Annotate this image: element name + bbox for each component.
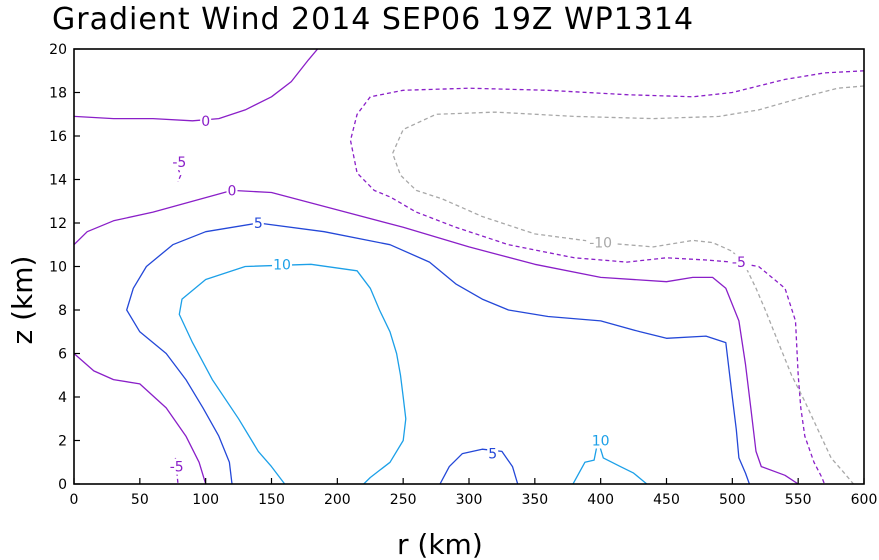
contour-label-4: -5 (170, 460, 184, 476)
contour-label-6: -10 (589, 236, 612, 252)
y-tick-label: 16 (49, 129, 67, 145)
x-tick-label: 50 (131, 492, 149, 508)
contour-label-bg (272, 256, 293, 273)
y-tick-label: 6 (58, 347, 67, 363)
contour-line-8 (439, 448, 519, 484)
contour-line-3 (74, 353, 207, 484)
contour-label-bg (226, 182, 238, 199)
y-tick-label: 2 (58, 434, 67, 450)
contour-lines (74, 49, 864, 484)
contour-label-bg (487, 445, 499, 462)
x-tick-label: 100 (192, 492, 219, 508)
contour-label-0: 0 (201, 114, 210, 130)
contour-line-6 (391, 85, 864, 484)
contour-line-9 (178, 263, 407, 484)
contour-label-7: 5 (254, 216, 263, 232)
contour-line-1 (177, 168, 182, 182)
contour-label-1: -5 (172, 155, 186, 171)
y-axis-label: z (km) (6, 256, 39, 345)
x-tick-label: 0 (70, 492, 79, 508)
contour-labels: 0 -5 0 -5 -5 -10 5 5 10 10 (166, 112, 749, 476)
contour-line-4 (174, 457, 179, 484)
contour-label-bg (728, 254, 749, 271)
y-tick-label: 0 (58, 477, 67, 493)
x-tick-label: 300 (456, 492, 483, 508)
contour-line-10 (572, 439, 648, 484)
contour-line-7 (126, 222, 751, 484)
y-tick-label: 20 (49, 42, 67, 58)
contour-label-bg (169, 154, 190, 171)
contour-line-2 (74, 189, 799, 484)
contour-label-bg (166, 458, 187, 475)
x-tick-label: 550 (785, 492, 812, 508)
y-tick-label: 18 (49, 86, 67, 102)
y-axis-ticks: 0 2 4 6 8 10 12 14 16 18 20 (49, 42, 80, 493)
y-tick-label: 12 (49, 216, 67, 232)
contour-label-2: 0 (228, 183, 237, 199)
y-tick-label: 14 (49, 173, 67, 189)
x-axis-ticks: 0 50 100 150 200 250 300 350 400 450 500 550 600 (70, 478, 878, 508)
contour-line-5 (349, 70, 864, 484)
contour-label-bg (252, 215, 264, 231)
y-tick-label: 10 (49, 260, 67, 276)
x-tick-label: 450 (653, 492, 680, 508)
contour-label-10: 10 (592, 434, 610, 450)
y-tick-label: 8 (58, 303, 67, 319)
x-tick-label: 350 (521, 492, 548, 508)
contour-label-bg (200, 112, 212, 129)
contour-label-9: 10 (273, 257, 291, 273)
chart-title: Gradient Wind 2014 SEP06 19Z WP1314 (52, 2, 694, 37)
x-tick-label: 600 (851, 492, 878, 508)
x-tick-label: 200 (324, 492, 351, 508)
contour-line-0 (74, 49, 319, 122)
contour-label-8: 5 (488, 447, 497, 463)
x-tick-label: 500 (719, 492, 746, 508)
y-tick-label: 4 (58, 390, 67, 406)
contour-label-bg (586, 234, 616, 251)
x-tick-label: 400 (587, 492, 614, 508)
contour-label-bg (590, 432, 611, 449)
x-axis-label: r (km) (397, 528, 483, 560)
contour-label-5: -5 (732, 255, 746, 271)
x-tick-label: 150 (258, 492, 285, 508)
x-tick-label: 250 (390, 492, 417, 508)
